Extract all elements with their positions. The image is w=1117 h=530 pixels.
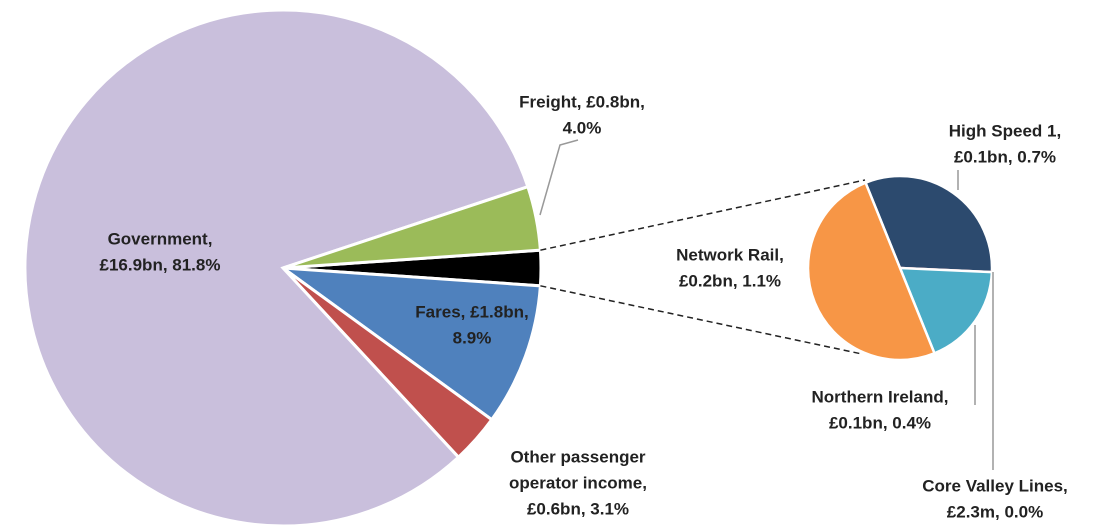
data-label: £0.1bn, 0.4% bbox=[829, 413, 931, 432]
data-label: Network Rail, bbox=[676, 245, 784, 264]
data-label: Government, bbox=[108, 229, 213, 248]
pie-slice bbox=[806, 181, 937, 362]
pie-slice bbox=[23, 8, 530, 528]
data-label: £0.1bn, 0.7% bbox=[954, 147, 1056, 166]
data-label: Core Valley Lines, bbox=[922, 476, 1068, 495]
data-label: £0.2bn, 1.1% bbox=[679, 271, 781, 290]
data-label: 8.9% bbox=[453, 328, 492, 347]
pie-slice bbox=[863, 174, 994, 274]
data-label: Northern Ireland, bbox=[812, 387, 949, 406]
data-label: Other passenger bbox=[510, 447, 645, 466]
data-label: £0.6bn, 3.1% bbox=[527, 499, 629, 518]
connector bbox=[540, 179, 866, 251]
data-label: £2.3m, 0.0% bbox=[947, 502, 1043, 521]
data-label: 4.0% bbox=[563, 118, 602, 137]
data-label: High Speed 1, bbox=[949, 121, 1061, 140]
data-label: Freight, £0.8bn, bbox=[519, 92, 645, 111]
pie-slice bbox=[898, 266, 994, 355]
data-label: Fares, £1.8bn, bbox=[415, 302, 528, 321]
connector bbox=[540, 285, 863, 355]
leader-line bbox=[539, 139, 579, 216]
data-label: £16.9bn, 81.8% bbox=[100, 255, 221, 274]
data-label: operator income, bbox=[509, 473, 647, 492]
pie-slice bbox=[277, 266, 542, 422]
